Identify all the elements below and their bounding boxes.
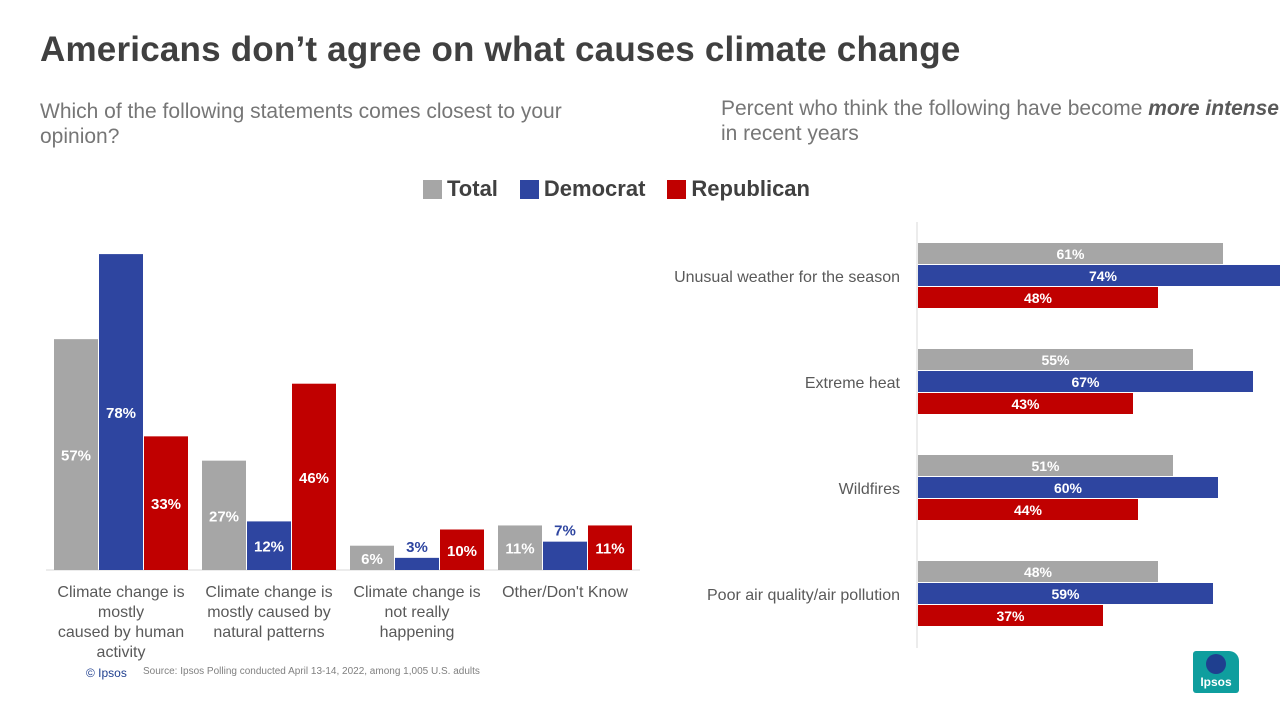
- bar-total-2: [350, 545, 394, 570]
- bar-total-0: [54, 339, 98, 570]
- logo-mark-icon: [1206, 654, 1226, 674]
- hbar-label-total-0: 61%: [1056, 246, 1085, 262]
- hcategory-label-2: Wildfires: [839, 481, 900, 498]
- right-chart-question-emphasis: more intense: [1148, 97, 1279, 120]
- bar-democrat-3: [543, 541, 587, 570]
- bar-democrat-1: [247, 521, 291, 570]
- hbar-label-republican-2: 44%: [1014, 502, 1043, 518]
- bar-label-democrat-3: 7%: [554, 523, 576, 540]
- hcategory-label-1: Extreme heat: [805, 375, 901, 392]
- category-label-1-line-2: natural patterns: [213, 624, 324, 641]
- hbar-democrat-3: [918, 583, 1213, 604]
- hbar-democrat-0: [918, 265, 1280, 286]
- category-label-3-line-0: Other/Don't Know: [502, 584, 628, 601]
- bar-republican-1: [292, 383, 336, 570]
- page-title: Americans don’t agree on what causes cli…: [40, 30, 961, 69]
- bar-republican-0: [144, 436, 188, 570]
- hbar-republican-2: [918, 499, 1138, 520]
- legend-swatch-total: [423, 179, 442, 199]
- bar-republican-3: [588, 525, 632, 570]
- bar-label-republican-2: 10%: [447, 543, 477, 560]
- bar-label-democrat-1: 12%: [254, 539, 284, 556]
- bar-label-total-2: 6%: [361, 551, 383, 568]
- hbar-label-democrat-0: 74%: [1089, 268, 1118, 284]
- left-bar-chart: 57% 78% 33% Climate change is mostly caused b…: [46, 254, 640, 661]
- hbar-democrat-2: [918, 477, 1218, 498]
- bar-label-democrat-0: 78%: [106, 405, 136, 422]
- hbar-label-democrat-3: 59%: [1051, 586, 1080, 602]
- bar-label-republican-3: 11%: [595, 541, 624, 558]
- bar-democrat-2: [395, 557, 439, 570]
- copyright-label: © Ipsos: [86, 666, 127, 680]
- right-chart-question-suffix: in recent years: [721, 122, 859, 145]
- category-label-2-line-1: not really: [385, 604, 450, 621]
- category-label-2-line-2: happening: [380, 624, 455, 641]
- logo-text: Ipsos: [1200, 675, 1232, 689]
- ipsos-logo: Ipsos: [1193, 651, 1239, 693]
- category-label-2-line-0: Climate change is: [353, 584, 480, 601]
- bar-label-democrat-2: 3%: [406, 539, 428, 556]
- bar-total-3: [498, 525, 542, 570]
- hbar-label-democrat-2: 60%: [1054, 480, 1083, 496]
- right-chart-question: Percent who think the following have bec…: [721, 96, 1280, 146]
- hbar-label-republican-3: 37%: [996, 608, 1025, 624]
- category-label-0-line-2: caused by human: [58, 624, 184, 641]
- category-label-1-line-0: Climate change is: [205, 584, 332, 601]
- bar-democrat-0: [99, 254, 143, 570]
- hcategory-label-0: Unusual weather for the season: [674, 269, 900, 286]
- legend-swatch-democrat: [519, 179, 539, 199]
- hbar-republican-0: [918, 287, 1158, 308]
- hbar-total-3: [918, 561, 1158, 582]
- legend-item-total: Total: [423, 176, 498, 202]
- right-chart-question-prefix: Percent who think the following have bec…: [721, 97, 1149, 120]
- hbar-republican-3: [918, 605, 1103, 626]
- hbar-democrat-1: [918, 371, 1253, 392]
- legend-swatch-republican: [667, 179, 687, 199]
- hbar-label-total-3: 48%: [1024, 564, 1053, 580]
- hcategory-label-3: Poor air quality/air pollution: [707, 587, 900, 604]
- hbar-label-republican-0: 48%: [1024, 290, 1053, 306]
- hbar-label-republican-1: 43%: [1011, 396, 1040, 412]
- hbar-republican-1: [918, 393, 1133, 414]
- bar-label-total-3: 11%: [505, 541, 534, 558]
- hbar-label-total-2: 51%: [1031, 458, 1060, 474]
- chart-legend: Total Democrat Republican: [423, 176, 832, 202]
- legend-label-total: Total: [447, 176, 498, 201]
- legend-item-democrat: Democrat: [519, 176, 646, 202]
- legend-label-republican: Republican: [691, 176, 810, 201]
- category-label-1-line-1: mostly caused by: [207, 604, 331, 621]
- category-label-0-line-3: activity: [97, 644, 146, 661]
- bar-label-republican-0: 33%: [151, 496, 181, 513]
- bar-label-total-0: 57%: [61, 448, 91, 465]
- legend-item-republican: Republican: [667, 176, 810, 202]
- hbar-label-total-1: 55%: [1041, 352, 1070, 368]
- hbar-total-1: [918, 349, 1193, 370]
- bar-republican-2: [440, 529, 484, 570]
- bar-label-total-1: 27%: [209, 508, 239, 525]
- hbar-total-0: [918, 243, 1223, 264]
- bar-total-1: [202, 460, 246, 570]
- category-label-0-line-1: mostly: [98, 604, 144, 621]
- hbar-label-democrat-1: 67%: [1071, 374, 1100, 390]
- category-label-0-line-0: Climate change is: [57, 584, 184, 601]
- left-chart-question: Which of the following statements comes …: [40, 100, 562, 148]
- legend-label-democrat: Democrat: [543, 176, 646, 201]
- bar-label-republican-1: 46%: [299, 470, 329, 487]
- source-note: Source: Ipsos Polling conducted April 13…: [143, 666, 480, 677]
- hbar-total-2: [918, 455, 1173, 476]
